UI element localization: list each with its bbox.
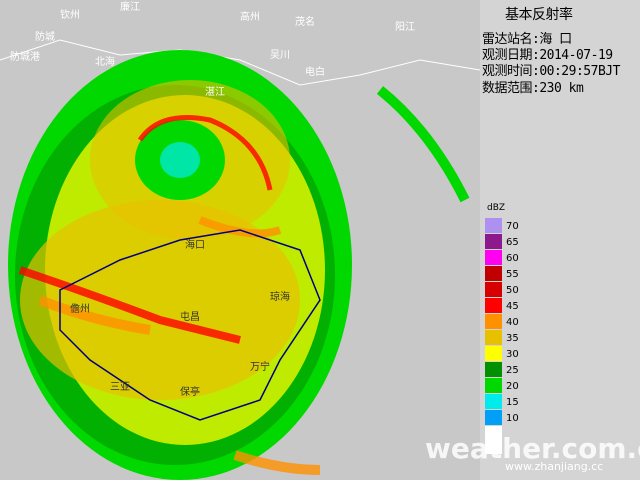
- legend-swatch: [485, 362, 502, 377]
- legend-label: 35: [506, 333, 519, 344]
- legend-label: 30: [506, 349, 519, 360]
- place-label: 保亭: [180, 385, 200, 398]
- legend-unit: dBZ: [487, 203, 505, 213]
- hainan-outline: [59, 229, 321, 421]
- place-label: 儋州: [70, 302, 90, 315]
- panel-title: 基本反射率: [505, 7, 573, 23]
- legend-swatch: [485, 266, 502, 281]
- place-label: 湛江: [205, 86, 225, 98]
- legend-swatch: [485, 314, 502, 329]
- place-label: 防城港: [10, 50, 40, 63]
- place-label: 海口: [185, 238, 205, 251]
- place-label: 廉江: [120, 0, 140, 13]
- place-label: 屯昌: [180, 310, 200, 323]
- place-label: 阳江: [395, 21, 415, 33]
- time: 观测时间:00:29:57BJT: [482, 64, 620, 79]
- watermark: weather.com.cn: [425, 432, 640, 465]
- watermark: www.zhanjiang.cc: [505, 460, 603, 473]
- legend-label: 50: [506, 285, 519, 296]
- legend-label: 60: [506, 253, 519, 264]
- legend-label: 25: [506, 365, 519, 376]
- place-label: 高州: [240, 10, 260, 23]
- coastline: [0, 39, 481, 86]
- legend-swatch: [485, 218, 502, 233]
- place-label: 钦州: [60, 9, 80, 21]
- legend-label: 70: [506, 221, 519, 232]
- radar-echo: [8, 50, 470, 480]
- place-label: 吴川: [270, 49, 290, 61]
- legend-swatch: [485, 282, 502, 297]
- legend-swatch: [485, 330, 502, 345]
- legend-label: 10: [506, 413, 519, 424]
- legend-swatch: [485, 410, 502, 425]
- place-label: 茂名: [295, 15, 315, 28]
- legend-swatch: [485, 250, 502, 265]
- range: 数据范围:230 km: [482, 81, 584, 96]
- panel-bg: [480, 0, 640, 480]
- legend-swatch: [485, 234, 502, 249]
- legend-label: 20: [506, 381, 519, 392]
- legend-swatch: [485, 426, 502, 454]
- legend-label: 65: [506, 237, 519, 248]
- date: 观测日期:2014-07-19: [482, 48, 613, 63]
- legend: 70 65 60 55 50 45 40 35 30 25 20 15 10: [485, 218, 519, 454]
- legend-swatch: [485, 346, 502, 361]
- legend-swatch: [485, 378, 502, 393]
- legend-label: 15: [506, 397, 519, 408]
- place-label: 万宁: [250, 360, 270, 373]
- place-label: 北海: [95, 55, 115, 68]
- place-label: 电白: [305, 65, 325, 78]
- legend-swatch: [485, 298, 502, 313]
- place-label: 琼海: [270, 290, 290, 303]
- place-label: 三亚: [110, 382, 130, 393]
- legend-label: 45: [506, 301, 519, 312]
- legend-label: 55: [506, 269, 519, 280]
- place-label: 防城: [35, 30, 55, 43]
- station: 雷达站名:海 口: [482, 32, 572, 47]
- legend-swatch: [485, 394, 502, 409]
- legend-label: 40: [506, 317, 519, 328]
